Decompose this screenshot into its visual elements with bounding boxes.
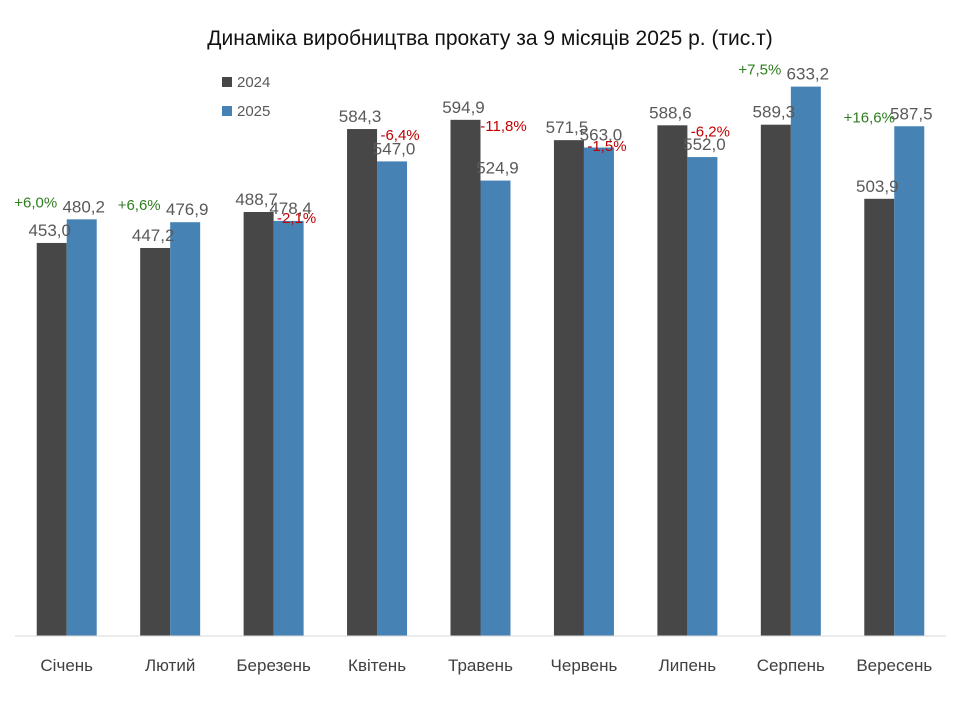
bar-2024-8 bbox=[760, 124, 791, 636]
bar-2024-2 bbox=[140, 247, 171, 637]
chart-title: Динаміка виробництва прокату за 9 місяці… bbox=[207, 27, 772, 50]
category-label-4: Квітень bbox=[348, 656, 406, 675]
category-label-2: Лютий bbox=[145, 656, 195, 675]
legend-swatch-2025 bbox=[222, 106, 232, 116]
value-label-2024-2: 447,2 bbox=[132, 226, 175, 245]
change-label-3: -2,1% bbox=[277, 210, 316, 227]
change-label-7: -6,2% bbox=[691, 123, 730, 140]
change-label-5: -11,8% bbox=[480, 118, 526, 135]
bar-2024-7 bbox=[657, 125, 688, 636]
bar-2024-4 bbox=[347, 129, 378, 637]
bar-2025-7 bbox=[687, 157, 718, 636]
legend-label-2025: 2025 bbox=[237, 103, 270, 120]
category-label-9: Вересень bbox=[856, 656, 932, 675]
value-label-2025-4: 547,0 bbox=[373, 139, 416, 158]
value-label-2025-7: 552,0 bbox=[683, 135, 726, 154]
value-label-2024-5: 594,9 bbox=[442, 98, 485, 117]
value-label-2024-7: 588,6 bbox=[649, 103, 692, 122]
value-label-2025-3: 478,4 bbox=[269, 199, 312, 218]
category-label-3: Березень bbox=[236, 656, 311, 675]
category-label-1: Січень bbox=[40, 656, 93, 675]
value-label-2025-2: 476,9 bbox=[166, 200, 209, 219]
change-label-9: +16,6% bbox=[844, 109, 895, 126]
legend-swatch-2024 bbox=[222, 77, 232, 87]
category-label-8: Серпень bbox=[757, 656, 825, 675]
bar-2025-3 bbox=[273, 220, 304, 636]
value-label-2024-4: 584,3 bbox=[339, 107, 382, 126]
bar-2025-1 bbox=[66, 219, 97, 636]
legend-label-2024: 2024 bbox=[237, 74, 270, 91]
bar-2025-4 bbox=[377, 161, 408, 636]
bar-2024-9 bbox=[864, 198, 895, 636]
category-labels: Січень Лютий Березень Квітень Травень Червень… bbox=[40, 656, 932, 675]
change-label-2: +6,6% bbox=[118, 197, 161, 214]
bar-2024-3 bbox=[243, 211, 274, 636]
value-label-2024-6: 571,5 bbox=[546, 118, 589, 137]
bar-2024-6 bbox=[553, 140, 584, 636]
bar-2025-8 bbox=[790, 86, 821, 636]
value-label-2025-5: 524,9 bbox=[476, 159, 519, 178]
value-label-2024-8: 589,3 bbox=[753, 103, 796, 122]
value-label-2024-3: 488,7 bbox=[235, 190, 278, 209]
change-label-6: -1,5% bbox=[587, 138, 626, 155]
value-label-2025-6: 563,0 bbox=[580, 126, 623, 145]
change-label-4: -6,4% bbox=[380, 127, 419, 144]
category-label-7: Липень bbox=[659, 656, 717, 675]
bar-2025-9 bbox=[894, 126, 925, 636]
change-label-1: +6,0% bbox=[14, 194, 57, 211]
bar-2024-1 bbox=[36, 242, 67, 637]
category-label-6: Червень bbox=[551, 656, 618, 675]
bars bbox=[36, 86, 925, 637]
value-label-2024-1: 453,0 bbox=[28, 221, 71, 240]
value-label-2025-1: 480,2 bbox=[62, 197, 105, 216]
data-labels: 453,0 480,2 +6,0% 447,2 476,9 +6,6% 488,7478,4… bbox=[14, 62, 932, 245]
bar-2024-5 bbox=[450, 119, 481, 636]
legend: 2024 2025 bbox=[222, 74, 270, 120]
bar-2025-5 bbox=[480, 180, 511, 636]
bar-2025-6 bbox=[583, 147, 614, 636]
change-label-8: +7,5% bbox=[738, 62, 781, 79]
value-label-2025-8: 633,2 bbox=[787, 65, 830, 84]
value-label-2025-9: 587,5 bbox=[890, 104, 933, 123]
bar-2025-2 bbox=[170, 222, 201, 636]
category-label-5: Травень bbox=[448, 656, 513, 675]
value-label-2024-9: 503,9 bbox=[856, 177, 899, 196]
